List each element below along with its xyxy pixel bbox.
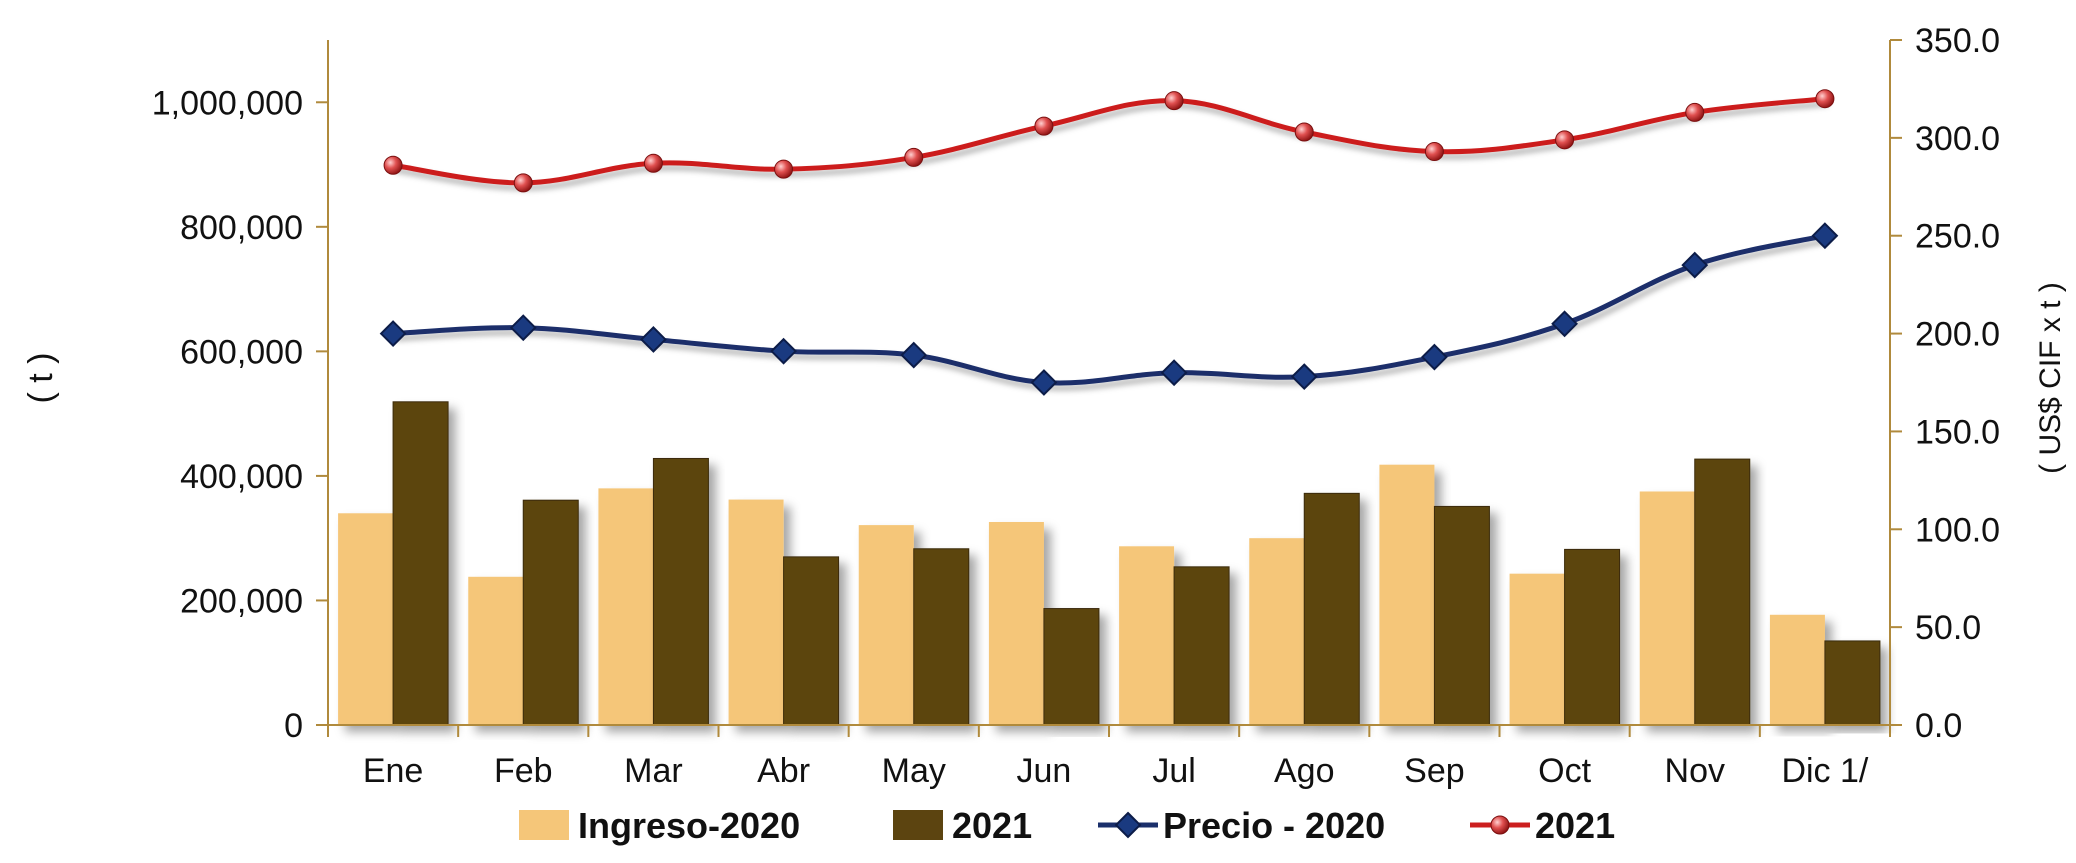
point-precio-2020 (509, 314, 537, 342)
bar-2021 (1043, 608, 1100, 726)
y-right-tick-label: 250.0 (1915, 218, 2000, 256)
y-right-tick-label: 100.0 (1915, 511, 2000, 549)
point-precio-2021 (1555, 130, 1575, 150)
legend-2021-bars-label: 2021 (952, 805, 1032, 846)
y-right-tick-label: 50.0 (1915, 609, 1981, 647)
bar-2021 (652, 457, 709, 726)
bar-ingreso-2020 (468, 576, 524, 725)
bar-ingreso-2020 (598, 488, 654, 725)
x-tick-label: Ago (1274, 752, 1335, 790)
bar-2021 (1694, 458, 1751, 726)
point-precio-2020 (640, 326, 667, 353)
axes-layer: 0 200,000 400,000 600,000 800,000 1,000,000 0.… (152, 22, 2000, 790)
point-precio-2021 (774, 159, 794, 179)
bar-ingreso-2020 (858, 525, 914, 725)
y-right-tick-label: 350.0 (1915, 22, 2000, 60)
legend-2021-line-marker (1490, 815, 1510, 835)
y-right-tick-label: 0.0 (1915, 707, 1962, 745)
bar-2021 (1564, 548, 1621, 726)
point-precio-2020 (1030, 369, 1058, 396)
y-left-tick-label: 800,000 (180, 209, 303, 247)
x-tick-label: Nov (1665, 752, 1725, 790)
point-precio-2021 (513, 173, 533, 193)
point-precio-2020 (1160, 359, 1188, 387)
point-precio-2020 (1681, 251, 1709, 279)
point-precio-2020 (379, 320, 407, 347)
legend-precio-2020-label: Precio - 2020 (1163, 805, 1385, 846)
y-axis-right-label: ( US$ CIF x t ) (2034, 282, 2067, 474)
bar-ingreso-2020 (338, 513, 394, 725)
bar-ingreso-2020 (1119, 546, 1175, 725)
bar-ingreso-2020 (1509, 573, 1565, 725)
point-precio-2021 (1685, 102, 1705, 122)
point-precio-2021 (1424, 142, 1444, 162)
point-precio-2020 (1551, 310, 1578, 338)
line-precio-2021 (392, 96, 1826, 186)
point-precio-2021 (1034, 116, 1054, 136)
point-precio-2021 (1815, 89, 1835, 109)
point-precio-2021 (1164, 91, 1184, 111)
bars-layer (338, 401, 1881, 726)
x-tick-label: Oct (1538, 752, 1591, 790)
bar-2021 (522, 499, 579, 726)
bar-ingreso-2020 (1379, 464, 1435, 725)
bar-2021 (913, 548, 970, 726)
bar-2021 (783, 556, 840, 726)
y-right-tick-label: 300.0 (1915, 120, 2000, 158)
point-precio-2020 (900, 341, 928, 369)
x-tick-label: Jul (1152, 752, 1195, 790)
bar-2021 (1173, 566, 1230, 726)
y-left-tick-label: 400,000 (180, 458, 303, 496)
bar-2021 (1824, 640, 1881, 726)
x-tick-label: Dic 1/ (1781, 752, 1868, 790)
bar-ingreso-2020 (1639, 491, 1695, 725)
y-left-tick-label: 600,000 (180, 333, 303, 371)
x-tick-label: Mar (624, 752, 683, 790)
point-precio-2021 (904, 147, 924, 167)
y-right-tick-label: 150.0 (1915, 413, 2000, 451)
point-precio-2020 (770, 337, 797, 365)
x-tick-label: Feb (494, 752, 553, 790)
bar-ingreso-2020 (988, 521, 1044, 725)
legend-ingreso-2020-swatch (519, 810, 569, 840)
bar-2021 (1433, 505, 1490, 726)
y-axis-left-label: ( t ) (22, 353, 60, 404)
x-tick-label: Abr (757, 752, 810, 790)
bar-ingreso-2020 (1769, 614, 1825, 725)
legend-2021-bars-swatch (893, 810, 943, 840)
legend-ingreso-2020-label: Ingreso-2020 (578, 805, 800, 846)
point-precio-2021 (383, 155, 403, 175)
point-precio-2021 (1294, 122, 1314, 142)
legend-precio-2020-marker (1114, 811, 1142, 839)
point-precio-2021 (643, 153, 663, 173)
point-precio-2020 (1811, 222, 1839, 250)
point-precio-2020 (1290, 363, 1318, 391)
lines-layer (379, 89, 1839, 396)
x-tick-label: Jun (1017, 752, 1072, 790)
x-tick-label: Sep (1404, 752, 1465, 790)
x-tick-label: May (882, 752, 946, 790)
legend: Ingreso-2020 2021 Precio - 2020 2021 (519, 805, 1615, 846)
bar-ingreso-2020 (728, 499, 784, 725)
y-left-tick-label: 200,000 (180, 582, 303, 620)
line-precio-2020 (392, 233, 1826, 386)
bar-ingreso-2020 (1249, 538, 1305, 725)
point-precio-2020 (1421, 343, 1448, 371)
legend-2021-line-label: 2021 (1535, 805, 1615, 846)
y-right-tick-label: 200.0 (1915, 316, 2000, 354)
bar-2021 (392, 401, 449, 726)
y-left-tick-label: 0 (284, 707, 303, 745)
bar-2021 (1303, 492, 1360, 726)
x-tick-label: Ene (363, 752, 424, 790)
y-left-tick-label: 1,000,000 (152, 84, 303, 122)
